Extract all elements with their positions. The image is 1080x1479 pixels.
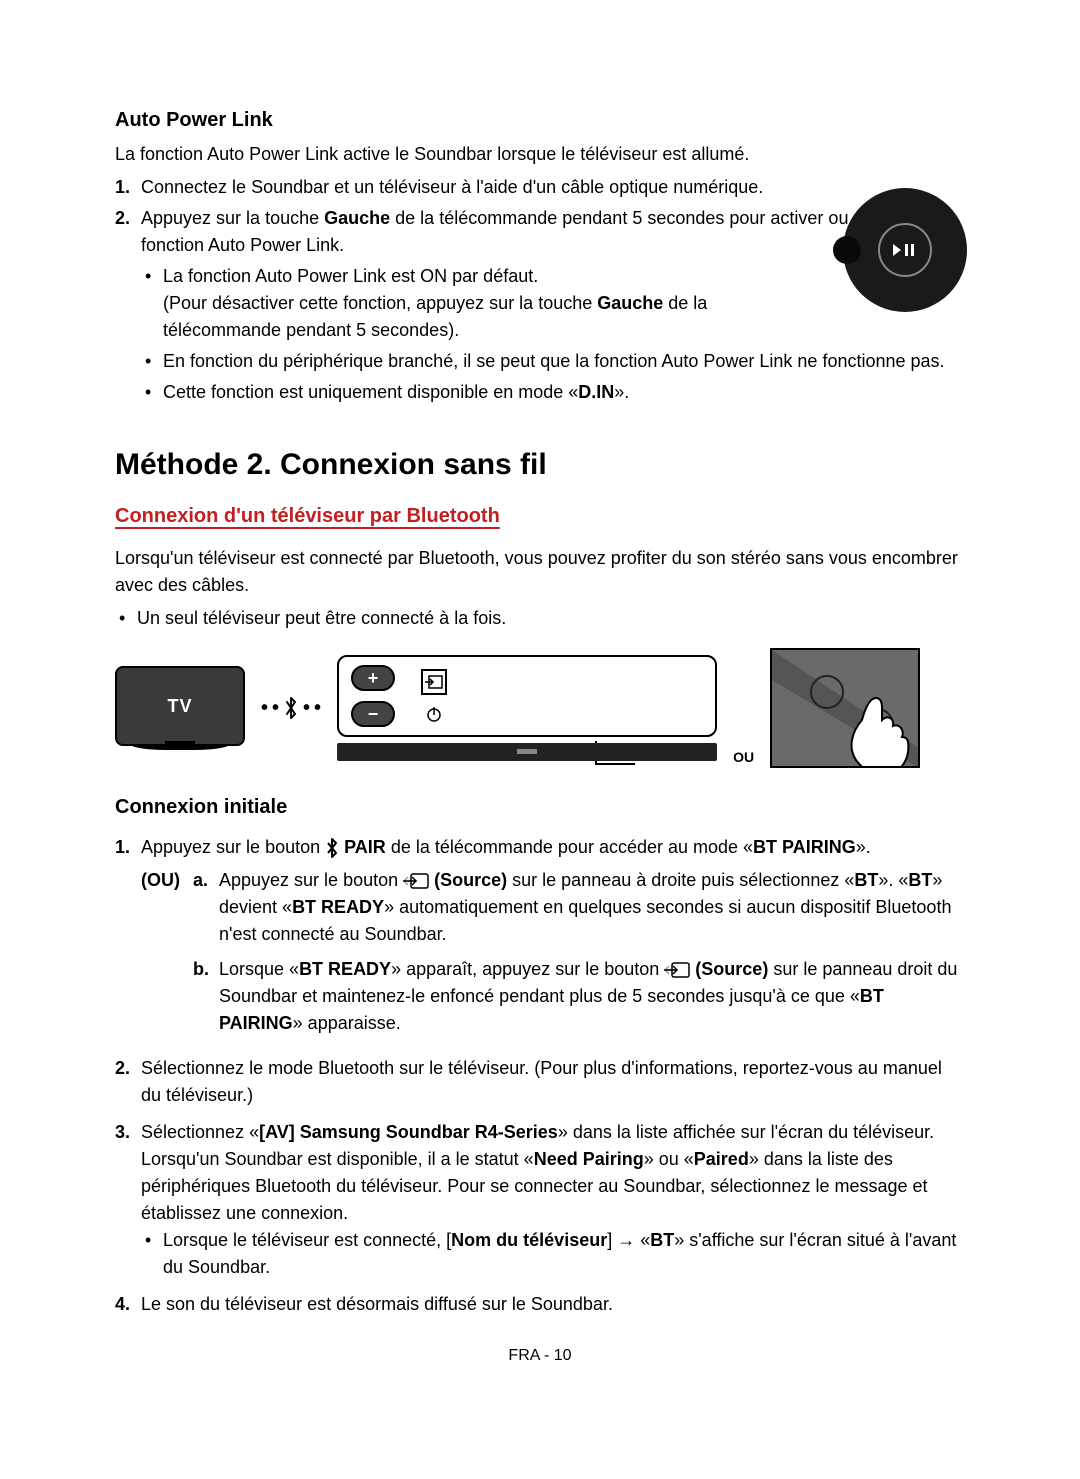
tv-figure: TV [115,666,245,750]
conn-step-1: 1. Appuyez sur le bouton PAIR de la télé… [141,834,965,1045]
tv-label: TV [167,693,192,720]
auto-power-link-section: Auto Power Link La fonction Auto Power L… [115,105,965,406]
source-icon [664,962,690,978]
source-icon [403,873,429,889]
conn-sub-steps: a. Appuyez sur le bouton (Source) sur le… [189,867,965,1045]
auto-power-bullet-2: En fonction du périphérique branché, il … [163,348,965,375]
initial-connection-title: Connexion initiale [115,792,965,822]
bluetooth-signal-icon: •• •• [261,693,321,723]
connection-diagram: TV •• •• + − OU [115,648,965,768]
page-footer: FRA - 10 [115,1344,965,1368]
soundbar-body [337,743,717,761]
method-2-title: Méthode 2. Connexion sans fil [115,442,965,487]
bluetooth-subtitle: Connexion d'un téléviseur par Bluetooth [115,501,500,531]
step-1-text: Connectez le Soundbar et un téléviseur à… [141,177,763,197]
ou-label: (OU) [141,867,189,1045]
source-button-icon [421,669,447,695]
control-panel-callout: + − [337,655,717,737]
touch-panel-figure [770,648,920,768]
method-2-bullet-list: Un seul téléviseur peut être connecté à … [115,605,965,632]
conn-sub-a: a. Appuyez sur le bouton (Source) sur le… [219,867,965,948]
conn-step-4: 4. Le son du téléviseur est désormais di… [141,1291,965,1318]
remote-control-figure [805,185,975,315]
method-2-bullet: Un seul téléviseur peut être connecté à … [137,605,965,632]
or-label: OU [733,747,754,768]
volume-down-button-icon: − [351,701,395,727]
auto-power-link-intro: La fonction Auto Power Link active le So… [115,141,965,168]
conn-sub-b: b. Lorsque «BT READY» apparaît, appuyez … [219,956,965,1037]
conn-step-3: 3. Sélectionnez «[AV] Samsung Soundbar R… [141,1119,965,1281]
bluetooth-icon [325,838,339,858]
initial-connection-steps: 1. Appuyez sur le bouton PAIR de la télé… [115,834,965,1318]
soundbar-figure: + − [337,655,717,761]
conn-step-3-note: Lorsque le téléviseur est connecté, [Nom… [163,1227,965,1281]
power-icon [425,705,443,723]
auto-power-bullet-3: Cette fonction est uniquement disponible… [163,379,965,406]
auto-power-link-title: Auto Power Link [115,105,965,135]
conn-step-3-note-list: Lorsque le téléviseur est connecté, [Nom… [141,1227,965,1281]
method-2-intro: Lorsqu'un téléviseur est connecté par Bl… [115,545,965,599]
conn-step-2: 2. Sélectionnez le mode Bluetooth sur le… [141,1055,965,1109]
volume-up-button-icon: + [351,665,395,691]
